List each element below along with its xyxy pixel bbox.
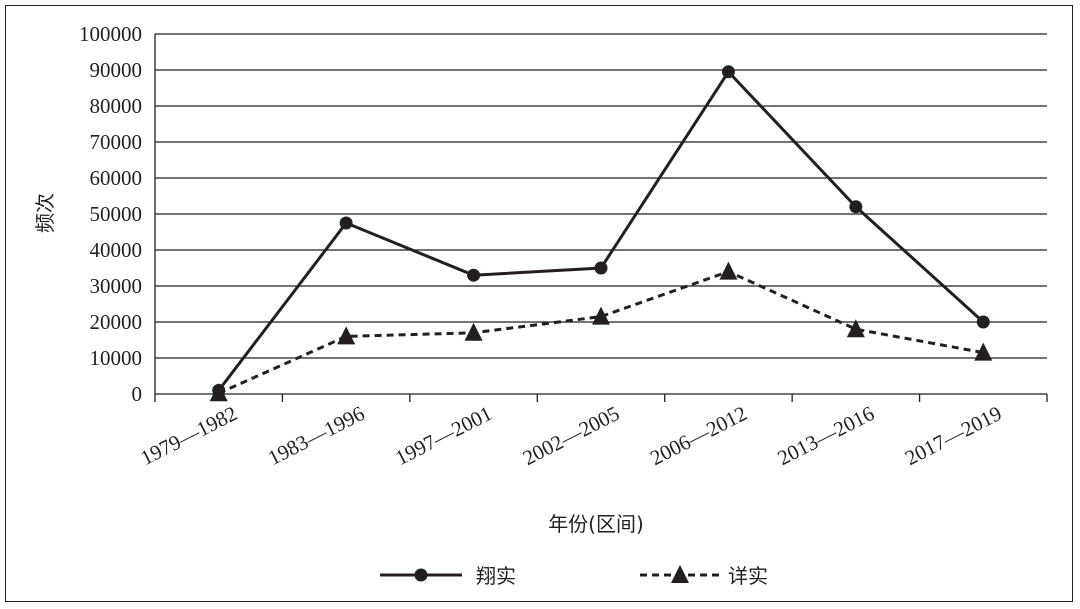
y-tick-label-90000: 90000 [90, 58, 143, 82]
legend: 翔实 详实 [380, 564, 768, 588]
y-tick-label-50000: 50000 [90, 202, 143, 226]
series-2-point-3 [464, 322, 483, 341]
series-1-point-2 [339, 216, 353, 230]
y-tick-label-0: 0 [132, 382, 143, 406]
y-tick-label-100000: 100000 [79, 22, 142, 46]
legend-marker-series-2 [671, 565, 689, 583]
y-tick-label-20000: 20000 [90, 310, 143, 334]
x-tick-label-5: 2006—2012 [646, 401, 750, 470]
legend-marker-series-1 [414, 568, 428, 582]
series-1-point-5 [721, 65, 735, 79]
x-tick-labels: 1979—1982 1983—1996 1997—2001 2002—2005 2006… [137, 401, 1006, 470]
series-2-point-7 [974, 342, 993, 361]
axes [154, 34, 1048, 402]
series-2-point-5 [719, 261, 738, 280]
y-tick-label-40000: 40000 [90, 238, 143, 262]
grid-lines [155, 33, 1047, 359]
legend-item-series-2: 详实 [640, 564, 768, 588]
legend-label-series-1: 翔实 [476, 564, 516, 588]
x-tick-label-3: 1997—2001 [391, 401, 495, 470]
y-tick-label-10000: 10000 [90, 346, 143, 370]
y-tick-label-70000: 70000 [90, 130, 143, 154]
series-1-point-7 [976, 315, 990, 329]
series-2-point-6 [846, 319, 865, 338]
series-layer [209, 65, 993, 402]
series-1-point-6 [849, 200, 863, 214]
series-2-point-1 [209, 383, 228, 402]
series-2-point-2 [337, 326, 356, 345]
x-tick-label-6: 2013—2016 [774, 401, 878, 470]
series-2-line [218, 269, 984, 395]
legend-item-series-1: 翔实 [380, 564, 516, 588]
y-axis-label: 频次 [33, 193, 57, 233]
x-tick-label-7: 2017—2019 [901, 401, 1005, 470]
x-tick-label-4: 2002—2005 [519, 401, 623, 470]
y-tick-label-30000: 30000 [90, 274, 143, 298]
x-tick-label-2: 1983—1996 [264, 401, 368, 470]
series-1-point-4 [594, 261, 608, 275]
x-axis-label: 年份(区间) [548, 512, 644, 536]
y-tick-labels: 0 10000 20000 30000 40000 50000 60000 70000 8000… [79, 22, 142, 406]
legend-label-series-2: 详实 [728, 564, 768, 588]
series-2-point-4 [592, 306, 610, 325]
x-tick-label-1: 1979—1982 [137, 401, 241, 470]
chart-frame [5, 5, 1073, 602]
series-1-point-3 [467, 268, 481, 282]
y-tick-label-80000: 80000 [90, 94, 143, 118]
y-tick-label-60000: 60000 [90, 166, 143, 190]
